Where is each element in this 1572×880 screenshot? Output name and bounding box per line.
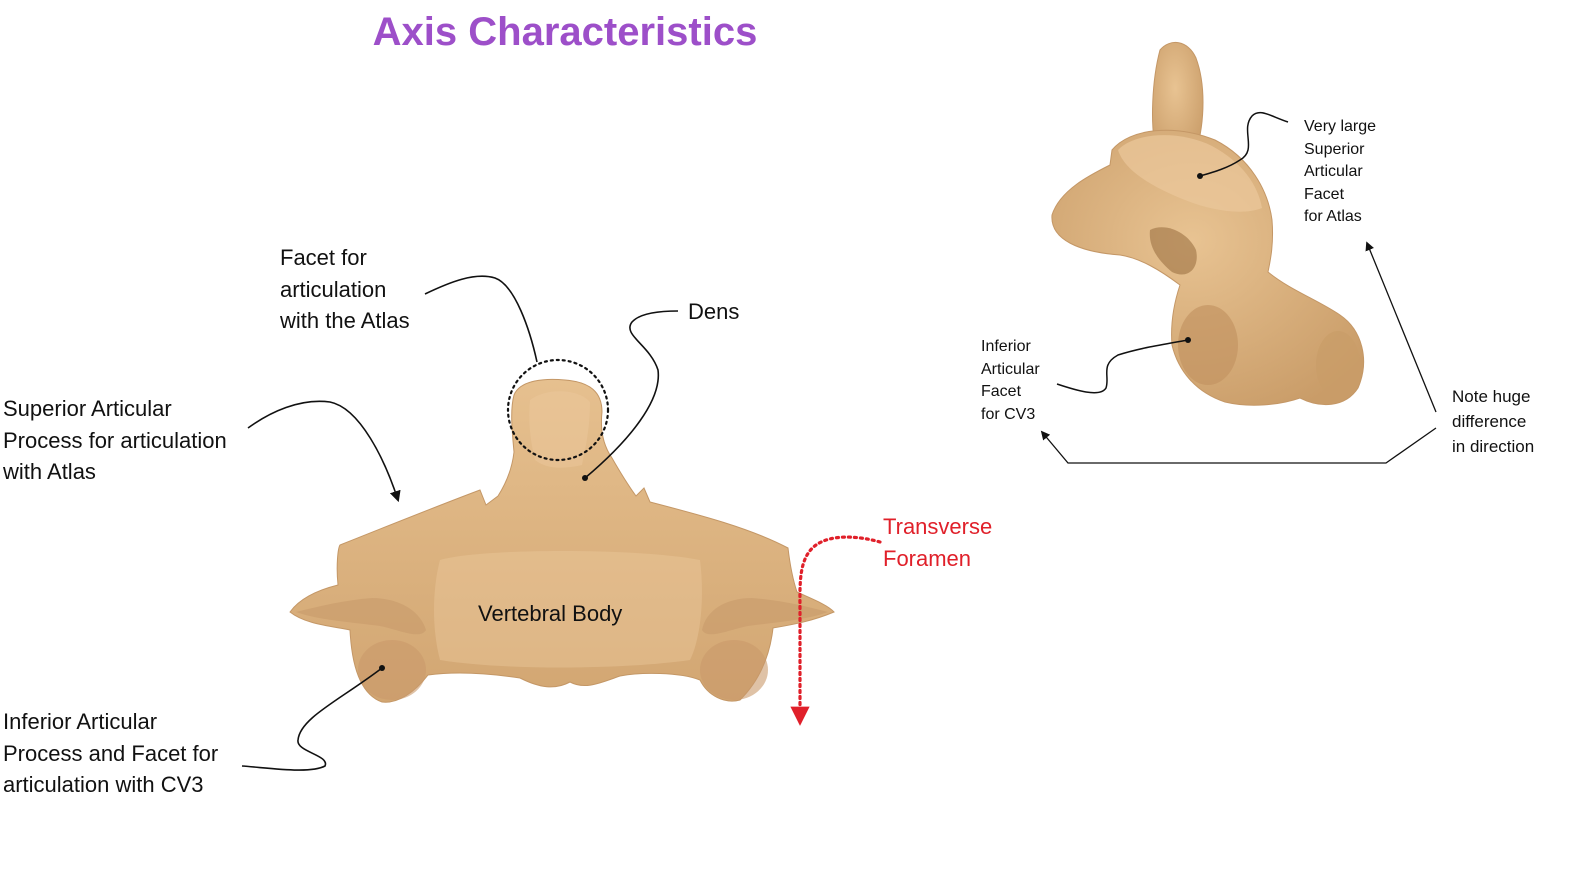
vertebral-body-line-1: Vertebral Body	[478, 601, 623, 626]
right-inferior-facet	[700, 640, 768, 700]
dens-facet-leader	[424, 275, 538, 363]
left-inferior-facet	[358, 640, 426, 700]
transverse-foramen-arrow	[790, 535, 882, 726]
dens-facet-label: Facet for articulation with the Atlas	[280, 242, 410, 337]
page-title: Axis Characteristics	[372, 10, 758, 54]
superior-process-line-3: with Atlas	[3, 459, 96, 484]
right-wing-shadow	[702, 598, 828, 635]
side-inferior-line-2: Articular	[981, 360, 1040, 378]
superior-process-line-1: Superior Articular	[3, 396, 172, 421]
inferior-process-line-2: Process and Facet for	[3, 740, 219, 766]
side-inferior-line-1: Inferior	[981, 338, 1031, 355]
side-transverse-end	[1316, 331, 1360, 399]
left-wing-shadow	[296, 598, 426, 635]
direction-arrow-superior	[1365, 241, 1437, 413]
direction-arrow-inferior	[1040, 427, 1437, 464]
side-inferior-facet-label: Inferior Articular Facet for CV3	[981, 336, 1040, 426]
side-inferior-line-3: Facet	[981, 383, 1022, 400]
direction-note-line-2: difference	[1452, 412, 1527, 431]
side-superior-line-2: Superior	[1304, 140, 1365, 158]
dens-leader-dot	[582, 475, 588, 481]
inferior-process-leader	[241, 667, 383, 771]
dens-facet-circle	[506, 358, 610, 462]
side-superior-line-5: for Atlas	[1304, 208, 1362, 225]
axis-front-view	[241, 275, 882, 771]
transverse-line-1: Transverse	[883, 514, 993, 539]
dens-label: Dens	[688, 296, 739, 328]
dens-highlight	[529, 391, 590, 468]
direction-note-label: Note huge difference in direction	[1452, 384, 1534, 459]
superior-process-line-2: Process for articulation	[3, 427, 227, 453]
inferior-leader-dot	[379, 665, 385, 671]
axis-side-view	[1040, 42, 1437, 464]
side-superior-line-4: Facet	[1304, 185, 1345, 203]
dens-facet-line-1: Facet for	[280, 245, 367, 270]
side-superior-dot	[1197, 173, 1203, 179]
vertebra-front-shape	[289, 378, 835, 703]
body-highlight	[434, 551, 702, 668]
dens-line-1: Dens	[688, 299, 740, 324]
dens-facet-line-3: with the Atlas	[280, 308, 410, 333]
side-foramen-shadow	[1149, 227, 1197, 275]
superior-articular-process-label: Superior Articular Process for articulat…	[3, 393, 227, 488]
transverse-line-2: Foramen	[883, 545, 972, 571]
side-superior-leader	[1199, 111, 1289, 177]
superior-process-leader	[247, 400, 401, 503]
side-superior-line-3: Articular	[1304, 163, 1363, 180]
side-superior-facet	[1118, 135, 1262, 212]
side-inferior-facet	[1178, 305, 1238, 385]
inferior-articular-process-label: Inferior Articular Process and Facet for…	[3, 706, 218, 801]
dens-leader	[584, 310, 679, 479]
direction-note-line-3: in direction	[1452, 437, 1535, 456]
side-vertebra	[1051, 129, 1365, 406]
side-superior-facet-label: Very large Superior Articular Facet for …	[1304, 116, 1376, 229]
side-inferior-dot	[1185, 337, 1191, 343]
inferior-process-line-1: Inferior Articular	[3, 709, 158, 734]
inferior-process-line-3: articulation with CV3	[3, 772, 204, 797]
transverse-foramen-label: Transverse Foramen	[883, 511, 992, 574]
dens-facet-line-2: articulation	[280, 276, 387, 302]
side-inferior-line-4: for CV3	[981, 405, 1036, 423]
side-superior-line-1: Very large	[1304, 118, 1377, 135]
direction-note-line-1: Note huge	[1452, 387, 1531, 406]
side-inferior-leader	[1056, 339, 1189, 394]
vertebral-body-label: Vertebral Body	[478, 598, 622, 630]
